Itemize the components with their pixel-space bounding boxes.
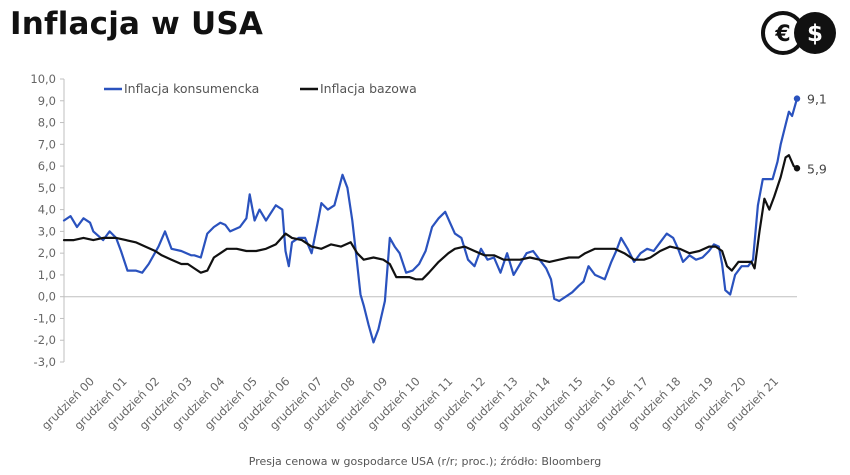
y-tick-label: -3,0 [34, 355, 56, 369]
y-tick-label: 3,0 [38, 224, 56, 238]
source-note: Presja cenowa w gospodarce USA (r/r; pro… [248, 455, 602, 468]
chart-title: Inflacja w USA [10, 6, 264, 42]
y-tick-label: 4,0 [38, 203, 56, 217]
y-tick-label: 9,0 [38, 94, 56, 108]
y-tick-label: 8,0 [38, 116, 56, 130]
y-tick-label: 5,0 [38, 181, 56, 195]
y-tick-label: -1,0 [34, 311, 56, 325]
y-tick-label: 10,0 [30, 72, 56, 86]
dollar-symbol: $ [807, 21, 823, 47]
y-tick-label: 0,0 [38, 290, 56, 304]
dollar-icon: $ [794, 12, 836, 54]
series-layer: 9,1 5,9 [62, 92, 827, 344]
y-tick-label: 1,0 [38, 268, 56, 282]
legend-label-core-inflation: Inflacja bazowa [320, 81, 417, 96]
legend: Inflacja konsumencka Inflacja bazowa [104, 81, 417, 96]
y-tick-label: 6,0 [38, 159, 56, 173]
y-tick-label: 7,0 [38, 137, 56, 151]
consumer-inflation-line [62, 97, 799, 344]
core-inflation-line [62, 154, 799, 281]
legend-label-consumer-inflation: Inflacja konsumencka [124, 81, 259, 96]
consumer-inflation-end-marker [793, 95, 801, 102]
euro-symbol: € [774, 22, 790, 47]
y-axis: -3,0 -2,0 -1,0 0,0 1,0 2,0 3,0 4,0 5,0 6,0 7,0 8,0 9… [30, 72, 65, 369]
consumer-inflation-end-label: 9,1 [807, 92, 827, 107]
currency-logo: € $ [761, 11, 836, 55]
core-inflation-end-marker [793, 165, 801, 172]
y-tick-label: -2,0 [34, 333, 56, 347]
y-tick-label: 2,0 [38, 246, 56, 260]
core-inflation-end-label: 5,9 [807, 161, 827, 176]
